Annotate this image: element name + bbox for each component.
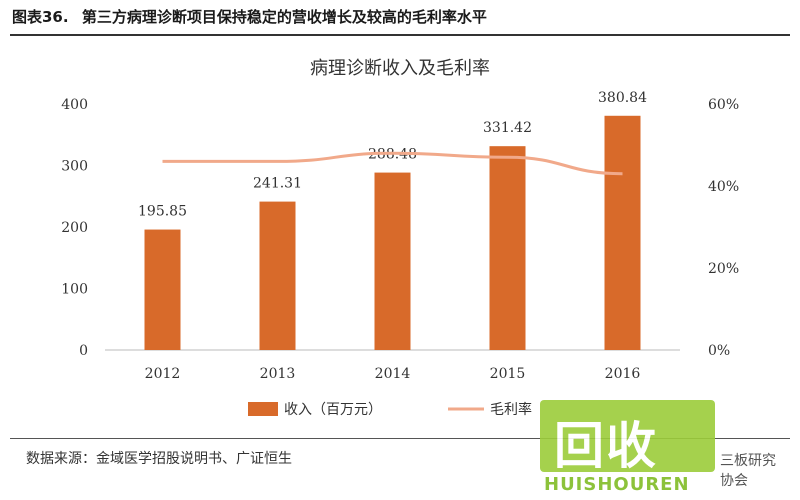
watermark-account: 三板研究协会: [720, 453, 776, 489]
bar-value-label: 195.85: [138, 204, 187, 220]
chart: 病理诊断收入及毛利率 0 100 200 300 400 0% 20% 40% 60% 195…: [61, 58, 739, 418]
bar-2013: [259, 201, 296, 350]
legend-label-line: 毛利率: [490, 401, 532, 418]
y-axis-right: 0% 20% 40% 60%: [708, 97, 739, 359]
watermark-brand: HUISHOUREN: [544, 474, 690, 495]
y-left-tick-label: 0: [79, 343, 88, 359]
x-tick-label: 2013: [260, 366, 296, 382]
y-left-tick-label: 400: [61, 97, 88, 113]
y-right-tick-label: 60%: [708, 97, 739, 113]
y-left-tick-label: 300: [61, 159, 88, 175]
bar-value-label: 331.42: [483, 120, 532, 136]
bar-2014: [374, 172, 411, 350]
source-note: 数据来源：金域医学招股说明书、广证恒生: [26, 451, 292, 467]
x-tick-label: 2014: [375, 366, 411, 382]
bar-value-label: 241.31: [253, 176, 302, 192]
legend-label-bar: 收入（百万元）: [284, 402, 382, 418]
y-axis-left: 0 100 200 300 400: [61, 97, 88, 359]
gross-margin-line: [162, 151, 623, 176]
watermark-logo-text: 回收: [554, 417, 658, 475]
x-tick-label: 2015: [490, 366, 526, 382]
figure-title: 第三方病理诊断项目保持稳定的营收增长及较高的毛利率水平: [81, 8, 487, 26]
y-right-tick-label: 20%: [708, 261, 739, 277]
chart-title: 病理诊断收入及毛利率: [310, 58, 490, 79]
x-axis-ticks: 2012 2013 2014 2015 2016: [145, 366, 641, 382]
y-left-tick-label: 100: [61, 282, 88, 298]
line-series: [162, 151, 623, 176]
figure-header: 图表36. 第三方病理诊断项目保持稳定的营收增长及较高的毛利率水平: [12, 6, 487, 27]
y-left-tick-label: 200: [61, 220, 88, 236]
bottom-rule: [10, 438, 790, 439]
bar-2015: [489, 146, 526, 350]
legend-swatch-bar: [248, 402, 278, 416]
x-tick-label: 2016: [605, 366, 641, 382]
watermark-logo: 回收: [540, 400, 715, 475]
y-right-tick-label: 0%: [708, 343, 730, 359]
y-right-tick-label: 40%: [708, 179, 739, 195]
bar-2016: [604, 115, 641, 350]
bar-value-label: 380.84: [598, 90, 647, 106]
figure-label: 图表36.: [12, 8, 69, 26]
legend: 收入（百万元） 毛利率: [248, 401, 532, 418]
top-rule: [10, 34, 790, 36]
watermark: 回收 HUISHOUREN 三板研究协会: [540, 400, 780, 495]
bars: [144, 115, 641, 350]
bar-2012: [144, 229, 181, 350]
x-tick-label: 2012: [145, 366, 181, 382]
